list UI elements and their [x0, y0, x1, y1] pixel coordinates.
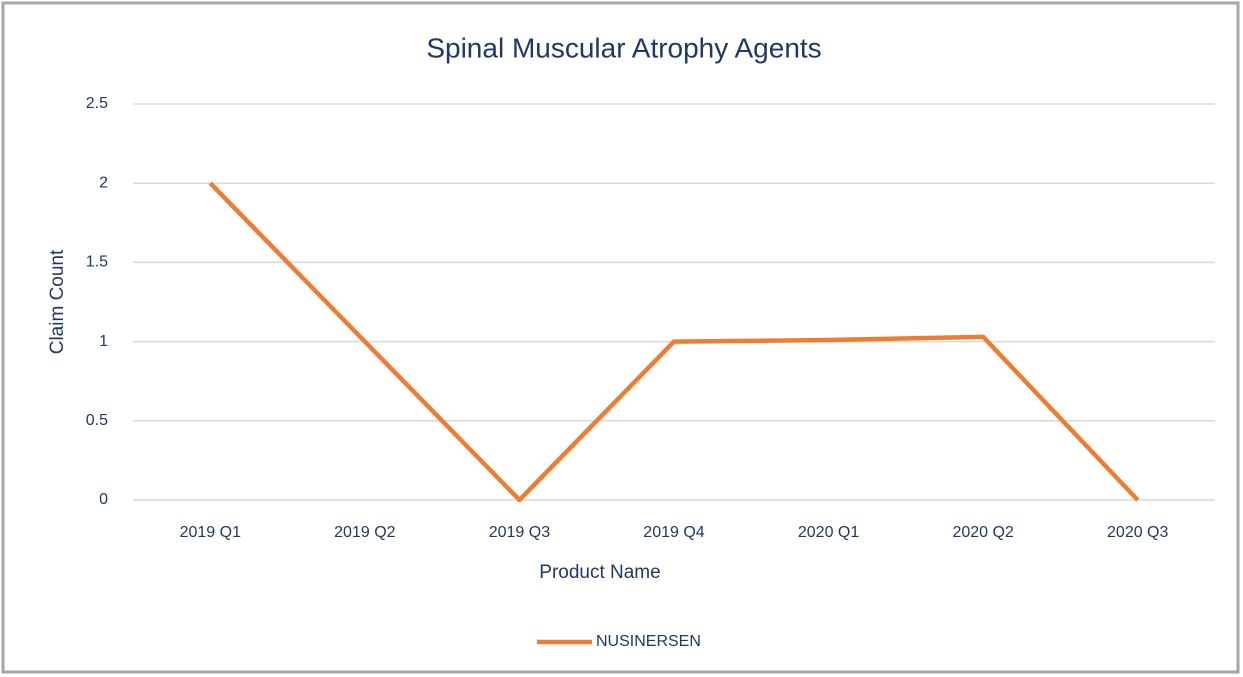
x-tick-label: 2020 Q1: [798, 524, 859, 541]
x-tick-label: 2019 Q2: [334, 524, 395, 541]
x-axis-label: Product Name: [539, 562, 660, 583]
y-tick-label: 2.5: [86, 95, 108, 112]
y-tick-label: 0: [99, 491, 108, 508]
x-tick-label: 2019 Q1: [180, 524, 241, 541]
y-tick-label: 2: [99, 174, 108, 191]
legend-label: NUSINERSEN: [596, 633, 701, 650]
y-axis-label: Claim Count: [47, 249, 68, 354]
x-tick-label: 2020 Q3: [1107, 524, 1168, 541]
y-tick-label: 1.5: [86, 254, 108, 271]
x-tick-label: 2020 Q2: [952, 524, 1013, 541]
chart-title: Spinal Muscular Atrophy Agents: [426, 32, 821, 63]
y-tick-label: 0.5: [86, 412, 108, 429]
x-tick-label: 2019 Q3: [489, 524, 550, 541]
y-tick-label: 1: [99, 333, 108, 350]
x-tick-label: 2019 Q4: [643, 524, 704, 541]
series-line: [208, 181, 1140, 503]
